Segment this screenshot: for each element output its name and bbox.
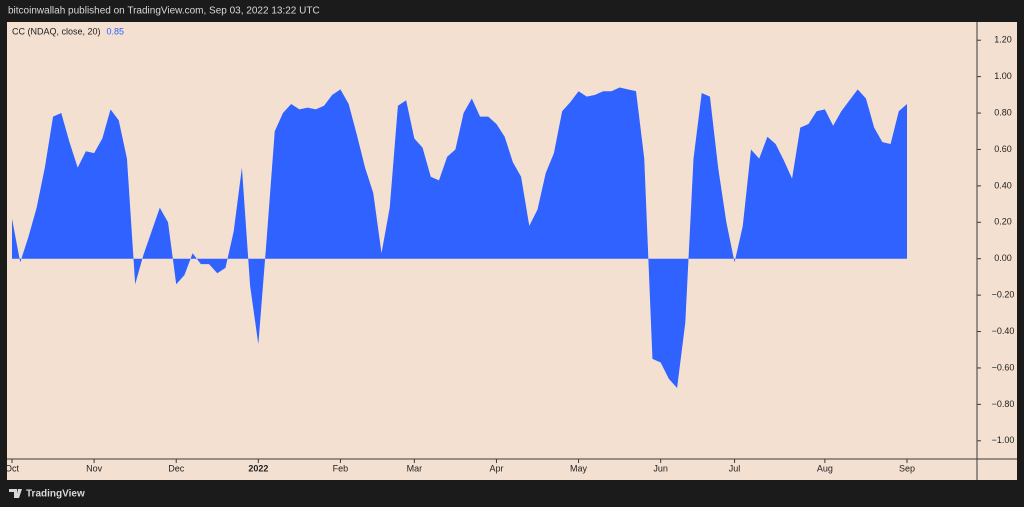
y-tick-label: 0.20 bbox=[994, 217, 1012, 227]
y-tick-label: 0.80 bbox=[994, 107, 1012, 117]
y-tick-label: −0.60 bbox=[992, 362, 1015, 372]
x-tick-label: Feb bbox=[333, 463, 349, 473]
y-tick-label: 0.00 bbox=[994, 253, 1012, 263]
x-tick-label: Aug bbox=[817, 463, 833, 473]
plot bbox=[12, 87, 907, 388]
x-tick-label: Jun bbox=[653, 463, 668, 473]
area bbox=[12, 87, 907, 388]
x-tick-label: Mar bbox=[407, 463, 423, 473]
brand-logo bbox=[9, 489, 22, 498]
y-tick-label: −0.20 bbox=[992, 290, 1015, 300]
legend-label: CC (NDAQ, close, 20) bbox=[12, 26, 101, 36]
y-tick-label: 0.60 bbox=[994, 144, 1012, 154]
y-tick-label: 1.20 bbox=[994, 35, 1012, 45]
x-tick-label: 2022 bbox=[248, 463, 268, 473]
x-tick-label: Dec bbox=[168, 463, 185, 473]
legend-value: 0.85 bbox=[107, 26, 125, 36]
brand: TradingView bbox=[26, 489, 85, 500]
x-tick-label: Sep bbox=[899, 463, 915, 473]
y-tick-label: 1.00 bbox=[994, 71, 1012, 81]
y-tick-label: −1.00 bbox=[992, 435, 1015, 445]
y-tick-label: −0.80 bbox=[992, 399, 1015, 409]
x-tick-label: Nov bbox=[86, 463, 103, 473]
y-tick-label: 0.40 bbox=[994, 180, 1012, 190]
x-tick-label: Oct bbox=[5, 463, 20, 473]
x-tick-label: Apr bbox=[489, 463, 503, 473]
publish-info: bitcoinwallah published on TradingView.c… bbox=[8, 6, 320, 17]
y-tick-label: −0.40 bbox=[992, 326, 1015, 336]
x-tick-label: Jul bbox=[729, 463, 741, 473]
x-tick-label: May bbox=[570, 463, 588, 473]
